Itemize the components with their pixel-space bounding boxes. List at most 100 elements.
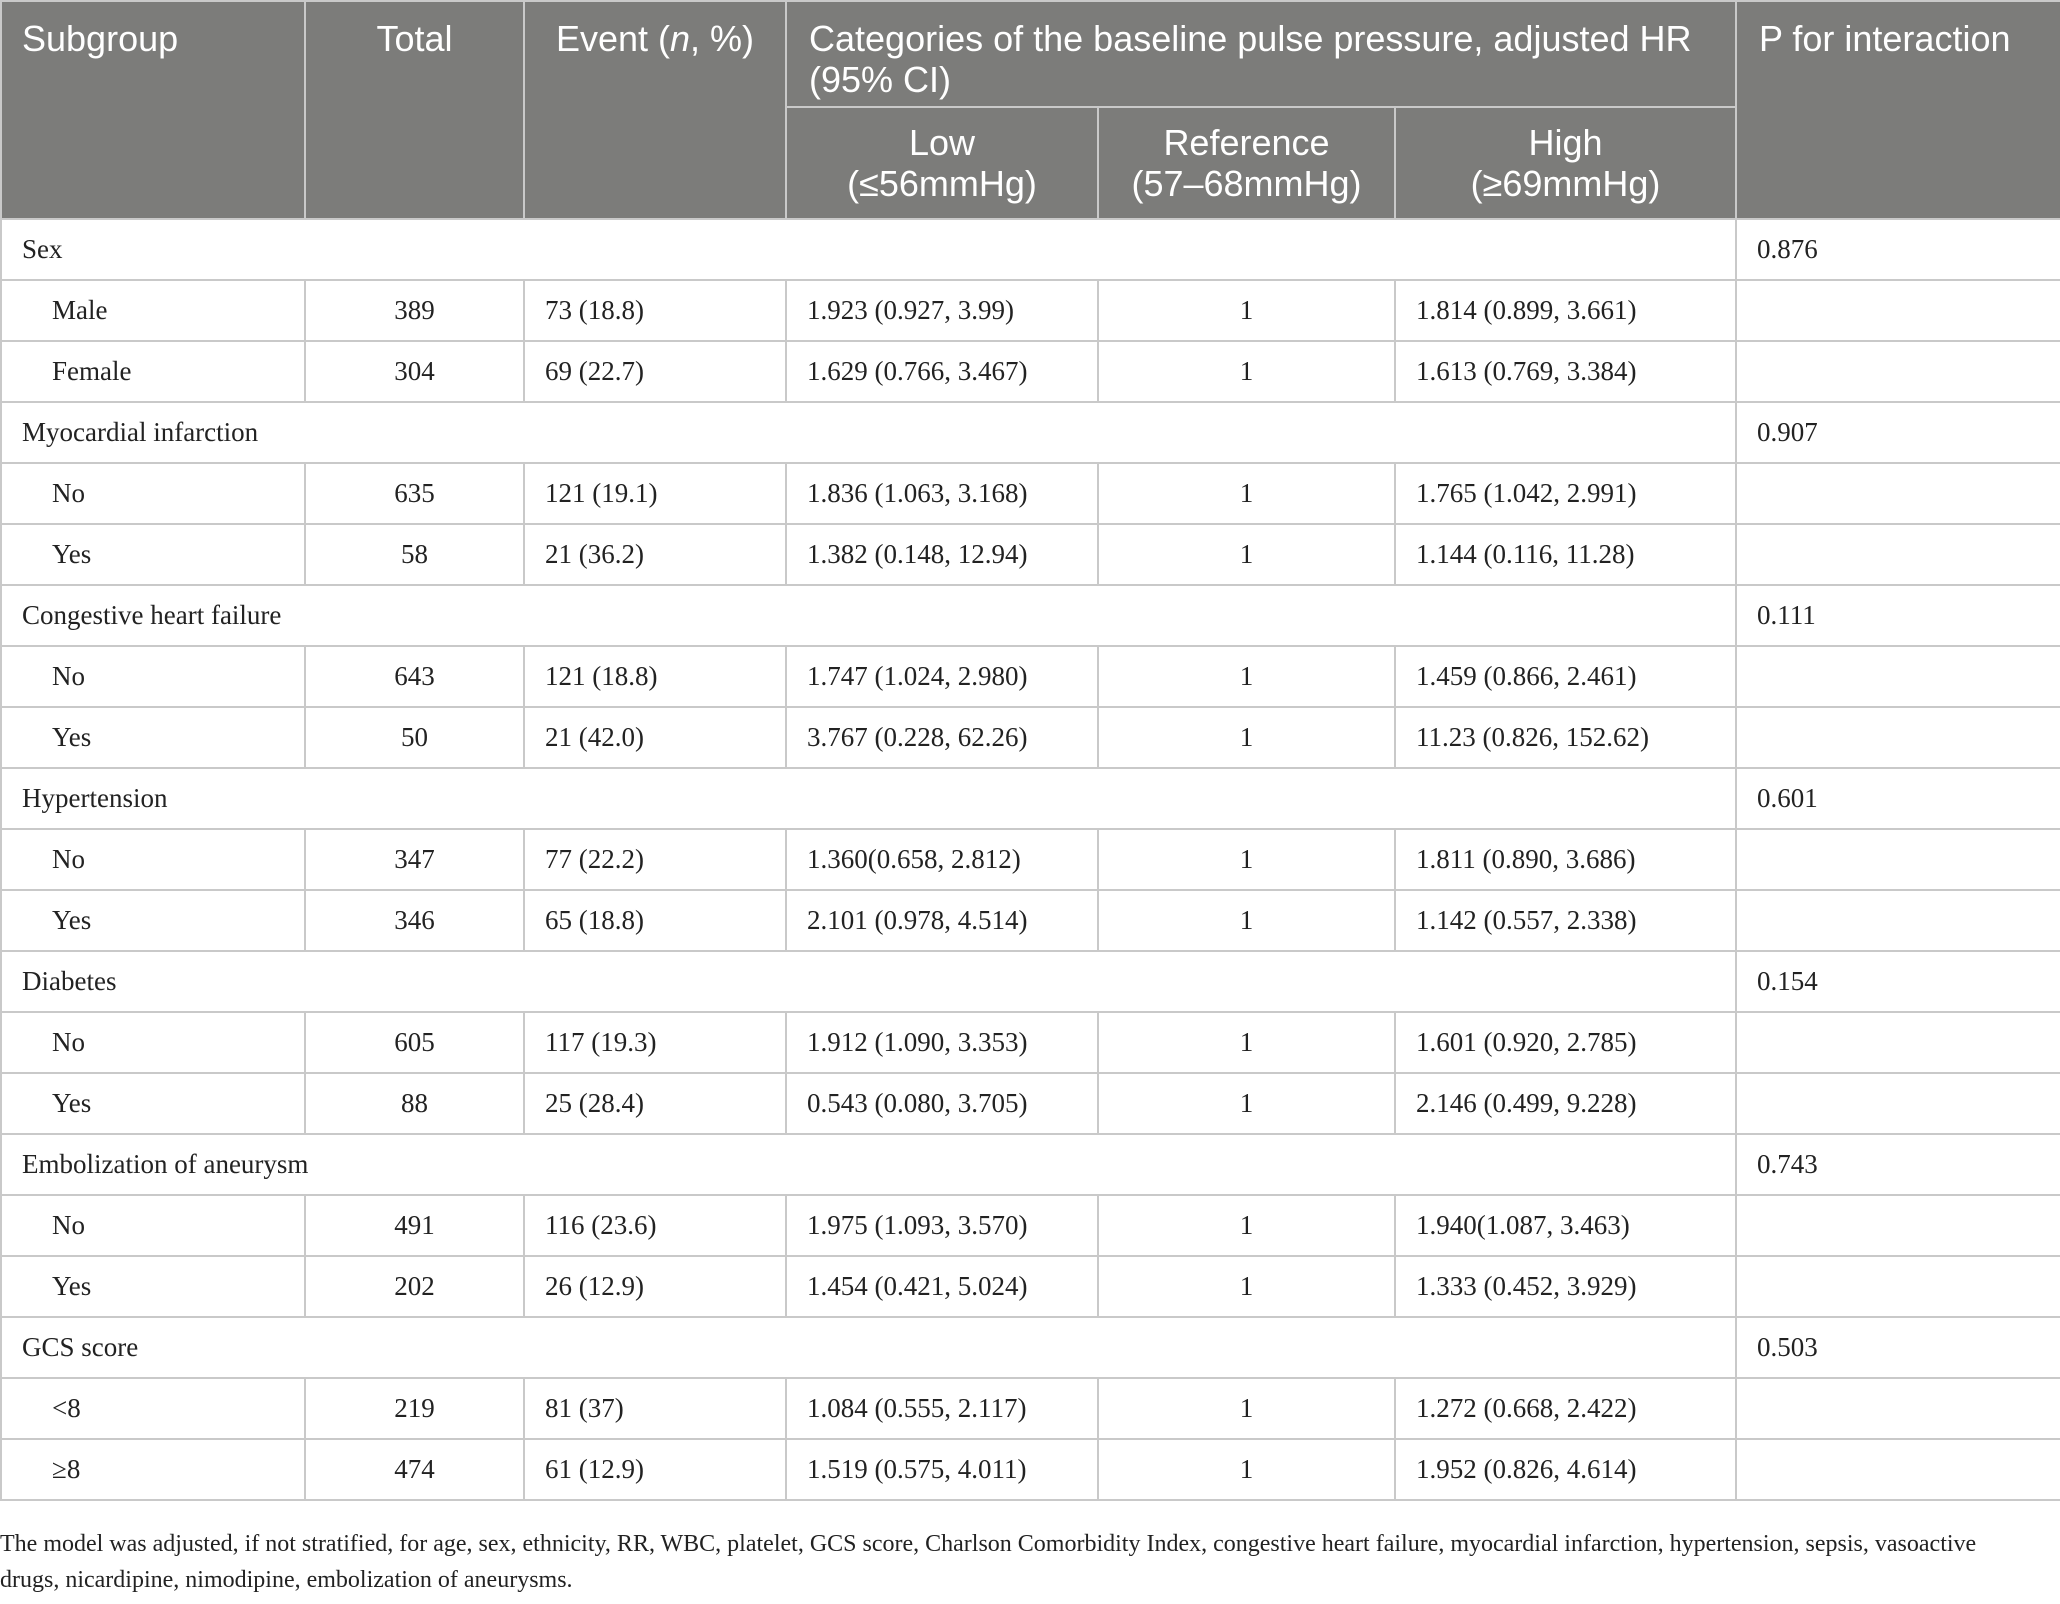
low-hr-value: 1.360(0.658, 2.812) — [785, 828, 1099, 891]
table-body: Sex 0.876 Male 389 73 (18.8) 1.923 (0.927, 3.… — [0, 218, 2060, 1501]
subgroup-label: No — [0, 462, 306, 525]
low-hr-value: 1.912 (1.090, 3.353) — [785, 1011, 1099, 1074]
group-header-row: Diabetes 0.154 — [0, 950, 2060, 1013]
total-value: 389 — [304, 279, 525, 342]
table-row: Male 389 73 (18.8) 1.923 (0.927, 3.99) 1 1.81… — [0, 279, 2060, 342]
high-hr-value: 1.144 (0.116, 11.28) — [1393, 523, 1738, 586]
reference-hr-value: 1 — [1097, 1377, 1396, 1440]
group-name: Congestive heart failure — [0, 584, 1738, 647]
event-value: 65 (18.8) — [523, 889, 787, 952]
high-hr-value: 1.613 (0.769, 3.384) — [1393, 340, 1738, 403]
reference-hr-value: 1 — [1097, 1194, 1396, 1257]
table-row: ≥8 474 61 (12.9) 1.519 (0.575, 4.011) 1 1.952… — [0, 1438, 2060, 1501]
header-low-label: Low — [908, 122, 976, 163]
subgroup-label: Yes — [0, 706, 306, 769]
event-value: 121 (19.1) — [523, 462, 787, 525]
p-interaction-empty — [1735, 340, 2060, 403]
subgroup-label: No — [0, 828, 306, 891]
header-reference: Reference (57–68mmHg) — [1097, 106, 1396, 220]
event-value: 21 (36.2) — [523, 523, 787, 586]
total-value: 202 — [304, 1255, 525, 1318]
reference-hr-value: 1 — [1097, 1072, 1396, 1135]
table-footnote: The model was adjusted, if not stratifie… — [0, 1531, 1977, 1593]
reference-hr-value: 1 — [1097, 1255, 1396, 1318]
p-interaction-value: 0.876 — [1735, 218, 2060, 281]
group-header-row: Embolization of aneurysm 0.743 — [0, 1133, 2060, 1196]
total-value: 347 — [304, 828, 525, 891]
table-row: Female 304 69 (22.7) 1.629 (0.766, 3.467) 1 1… — [0, 340, 2060, 403]
low-hr-value: 1.382 (0.148, 12.94) — [785, 523, 1099, 586]
header-event-prefix: Event ( — [555, 18, 670, 59]
p-interaction-empty — [1735, 1011, 2060, 1074]
header-subgroup: Subgroup — [0, 0, 306, 220]
p-interaction-value: 0.503 — [1735, 1316, 2060, 1379]
reference-hr-value: 1 — [1097, 279, 1396, 342]
table-row: Yes 58 21 (36.2) 1.382 (0.148, 12.94) 1 1.144… — [0, 523, 2060, 586]
header-categories: Categories of the baseline pulse pressur… — [784, 0, 1738, 108]
group-name: Embolization of aneurysm — [0, 1133, 1738, 1196]
total-value: 474 — [304, 1438, 525, 1501]
p-interaction-empty — [1735, 889, 2060, 952]
high-hr-value: 11.23 (0.826, 152.62) — [1393, 706, 1738, 769]
table-row: Yes 50 21 (42.0) 3.767 (0.228, 62.26) 1 11.23… — [0, 706, 2060, 769]
low-hr-value: 3.767 (0.228, 62.26) — [785, 706, 1099, 769]
subgroup-analysis-table: Subgroup Total Event (n, %) Categories o… — [0, 0, 2060, 1501]
high-hr-value: 1.459 (0.866, 2.461) — [1393, 645, 1738, 708]
group-name: Hypertension — [0, 767, 1738, 830]
table-row: Yes 202 26 (12.9) 1.454 (0.421, 5.024) 1 1.33… — [0, 1255, 2060, 1318]
high-hr-value: 2.146 (0.499, 9.228) — [1393, 1072, 1738, 1135]
group-header-row: Congestive heart failure 0.111 — [0, 584, 2060, 647]
low-hr-value: 1.519 (0.575, 4.011) — [785, 1438, 1099, 1501]
subgroup-label: Female — [0, 340, 306, 403]
header-reference-range: (57–68mmHg) — [1131, 163, 1362, 204]
p-interaction-empty — [1735, 1255, 2060, 1318]
header-high-label: High — [1528, 122, 1603, 163]
subgroup-label: Yes — [0, 1072, 306, 1135]
p-interaction-value: 0.907 — [1735, 401, 2060, 464]
p-interaction-empty — [1735, 462, 2060, 525]
total-value: 58 — [304, 523, 525, 586]
event-value: 61 (12.9) — [523, 1438, 787, 1501]
event-value: 117 (19.3) — [523, 1011, 787, 1074]
high-hr-value: 1.811 (0.890, 3.686) — [1393, 828, 1738, 891]
high-hr-value: 1.940(1.087, 3.463) — [1393, 1194, 1738, 1257]
subgroup-label: No — [0, 645, 306, 708]
p-interaction-empty — [1735, 1194, 2060, 1257]
event-value: 69 (22.7) — [523, 340, 787, 403]
subgroup-label: No — [0, 1011, 306, 1074]
high-hr-value: 1.952 (0.826, 4.614) — [1393, 1438, 1738, 1501]
subgroup-label: ≥8 — [0, 1438, 306, 1501]
reference-hr-value: 1 — [1097, 1438, 1396, 1501]
reference-hr-value: 1 — [1097, 706, 1396, 769]
p-interaction-value: 0.601 — [1735, 767, 2060, 830]
table-row: No 643 121 (18.8) 1.747 (1.024, 2.980) 1 1.45… — [0, 645, 2060, 708]
header-low: Low (≤56mmHg) — [785, 106, 1099, 220]
subgroup-label: Yes — [0, 889, 306, 952]
high-hr-value: 1.272 (0.668, 2.422) — [1393, 1377, 1738, 1440]
p-interaction-empty — [1735, 523, 2060, 586]
subgroup-label: <8 — [0, 1377, 306, 1440]
total-value: 635 — [304, 462, 525, 525]
subgroup-label: Yes — [0, 1255, 306, 1318]
subgroup-label: No — [0, 1194, 306, 1257]
high-hr-value: 1.333 (0.452, 3.929) — [1393, 1255, 1738, 1318]
event-value: 77 (22.2) — [523, 828, 787, 891]
low-hr-value: 1.454 (0.421, 5.024) — [785, 1255, 1099, 1318]
header-event-n: n — [670, 18, 691, 59]
group-name: Sex — [0, 218, 1738, 281]
total-value: 219 — [304, 1377, 525, 1440]
event-value: 21 (42.0) — [523, 706, 787, 769]
subgroup-label: Male — [0, 279, 306, 342]
high-hr-value: 1.142 (0.557, 2.338) — [1393, 889, 1738, 952]
header-event-suffix: , %) — [690, 18, 755, 59]
group-header-row: Sex 0.876 — [0, 218, 2060, 281]
total-value: 88 — [304, 1072, 525, 1135]
group-header-row: Hypertension 0.601 — [0, 767, 2060, 830]
p-interaction-empty — [1735, 1072, 2060, 1135]
total-value: 50 — [304, 706, 525, 769]
high-hr-value: 1.814 (0.899, 3.661) — [1393, 279, 1738, 342]
header-event: Event (n, %) — [523, 0, 787, 220]
total-value: 643 — [304, 645, 525, 708]
high-hr-value: 1.601 (0.920, 2.785) — [1393, 1011, 1738, 1074]
reference-hr-value: 1 — [1097, 1011, 1396, 1074]
